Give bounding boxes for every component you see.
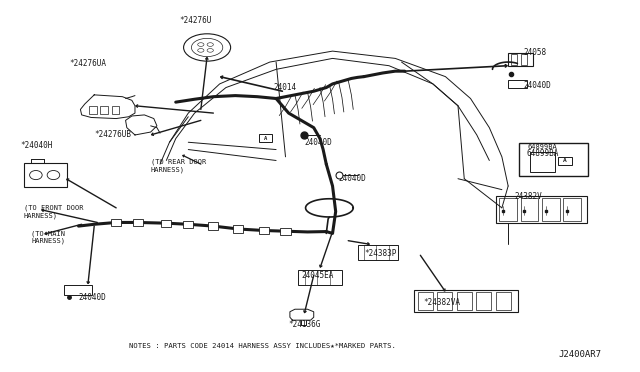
Text: NOTES : PARTS CODE 24014 HARNESS ASSY INCLUDES★*MARKED PARTS.: NOTES : PARTS CODE 24014 HARNESS ASSY IN… [129,343,396,349]
Bar [521,54,527,65]
Bar [161,219,172,227]
Text: *24136G: *24136G [289,320,321,329]
Bar [495,196,587,223]
Bar [499,198,517,221]
Text: (TO REAR DOOR
HARNESS): (TO REAR DOOR HARNESS) [150,159,206,173]
Bar [508,80,527,88]
Bar [563,198,581,221]
Text: 24040D: 24040D [524,81,552,90]
Text: (TO FRONT DOOR
HARNESS): (TO FRONT DOOR HARNESS) [24,205,83,218]
Bar [234,225,243,232]
Bar [558,157,572,165]
Bar [414,290,518,312]
Text: *24382VA: *24382VA [424,298,461,307]
Text: 64899BA: 64899BA [527,149,559,158]
Bar [418,292,433,310]
Bar [259,134,273,142]
Bar [298,270,342,285]
Text: 24382V: 24382V [515,192,542,201]
Bar [280,228,291,235]
Bar [64,285,92,295]
Text: *24276UB: *24276UB [94,131,131,140]
Bar [521,198,538,221]
Bar [530,152,556,172]
Bar [111,219,121,226]
Text: 24014: 24014 [273,83,296,92]
Text: *24383P: *24383P [364,249,396,258]
Bar [437,292,452,310]
Bar [520,143,588,176]
Bar [259,227,269,234]
Bar [100,106,108,114]
Text: A: A [264,136,267,141]
Text: *24040H: *24040H [20,141,52,150]
Text: 24040D: 24040D [305,138,332,147]
Text: *24276U: *24276U [179,16,211,25]
Bar [457,292,472,310]
Text: 24040D: 24040D [339,174,367,183]
Bar [508,53,533,66]
Bar [209,222,218,230]
Text: *24276UA: *24276UA [69,60,106,68]
Text: A: A [563,158,567,163]
Text: J2400AR7: J2400AR7 [558,350,602,359]
Bar [133,219,143,226]
Text: (TO MAIN
HARNESS): (TO MAIN HARNESS) [31,230,65,244]
Bar [112,106,119,114]
Text: 24058: 24058 [524,48,547,57]
Text: 64899BA: 64899BA [527,144,557,150]
Bar [476,292,492,310]
Text: 24045EA: 24045EA [301,271,333,280]
Bar [495,292,511,310]
Text: 24040D: 24040D [79,293,106,302]
Bar [89,106,97,114]
Bar [511,54,517,65]
Bar [542,198,559,221]
Bar [358,245,398,260]
Bar [24,163,67,187]
Bar [183,221,193,228]
